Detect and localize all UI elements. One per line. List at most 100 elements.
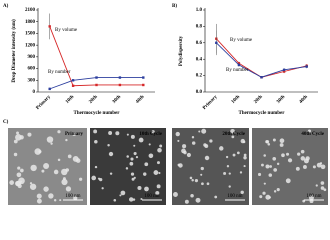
particle [29, 182, 33, 185]
marker [305, 65, 308, 68]
particle [267, 142, 271, 146]
particle [279, 143, 284, 147]
particle [320, 186, 325, 190]
x-tick-label: Primary [202, 94, 219, 111]
particle [17, 166, 21, 170]
particle [34, 148, 42, 155]
particle [300, 149, 305, 154]
marker [48, 87, 51, 91]
marker [48, 25, 51, 28]
particle [186, 152, 191, 158]
marker [118, 76, 122, 79]
particle [140, 198, 143, 201]
particle [93, 129, 98, 134]
particle [225, 155, 229, 159]
particle [260, 163, 264, 167]
y-tick-label: 0.4 [196, 57, 203, 62]
particle [262, 191, 266, 195]
particle [173, 192, 178, 197]
particle [65, 186, 72, 192]
micrograph [90, 128, 166, 205]
particle [59, 199, 62, 202]
particle [13, 152, 18, 157]
y-tick-label: 1.0 [196, 8, 203, 13]
particle [120, 190, 126, 196]
scale-label: 100 nm [306, 194, 321, 199]
y-axis-label: Polydispersity [179, 35, 184, 66]
x-tick-label: 10th [65, 95, 75, 105]
particle [153, 170, 159, 175]
particle [297, 152, 301, 156]
particle [79, 177, 83, 181]
particle [53, 169, 59, 175]
particle [263, 154, 266, 157]
particle [97, 177, 101, 180]
x-tick-label: Primary [36, 94, 53, 111]
particle [137, 185, 142, 191]
particle [209, 139, 213, 143]
particle [319, 162, 323, 165]
particle [130, 157, 134, 161]
particle [177, 139, 180, 142]
particle [190, 193, 194, 198]
y-tick-label: 2100 [25, 8, 36, 13]
particle [273, 168, 278, 172]
particle [200, 166, 204, 171]
x-tick-label: 20th [254, 95, 264, 105]
particle [126, 155, 129, 158]
y-axis-label: Drop Diameter intensity (nm) [12, 19, 17, 83]
particle [16, 131, 20, 135]
particle [65, 168, 70, 172]
particle [226, 165, 230, 168]
particle [243, 165, 246, 168]
particle [320, 181, 325, 185]
particle [43, 163, 50, 170]
particle [279, 138, 285, 144]
image-caption: 40th Cycle [301, 132, 324, 137]
particle [144, 162, 149, 167]
x-axis-label: Thermocycle number [74, 111, 121, 116]
particle [219, 146, 224, 151]
particle [265, 164, 270, 169]
marker [95, 83, 98, 87]
particle [138, 137, 144, 143]
particle [73, 196, 78, 201]
y-tick-label: 600 [28, 67, 36, 72]
particle [143, 172, 147, 176]
y-tick-label: 900 [28, 55, 36, 60]
x-tick-label: 10th [231, 95, 241, 105]
scale-label: 100 nm [144, 194, 159, 199]
y-tick-label: 0.2 [196, 74, 203, 79]
particle [281, 153, 285, 158]
x-axis-label: Thermocycle number [239, 111, 286, 116]
series-label: By volume [230, 38, 253, 43]
particle [308, 195, 314, 201]
marker [95, 76, 98, 79]
image-caption: 10th Cycle [139, 132, 162, 137]
particle [300, 156, 306, 161]
particle [129, 161, 134, 166]
particle [307, 129, 311, 133]
particle [119, 194, 122, 197]
particle [156, 184, 161, 189]
particle [198, 130, 201, 133]
particle [200, 173, 203, 176]
x-tick-label: 30th [276, 95, 286, 105]
particle [295, 166, 300, 171]
particle [204, 155, 210, 161]
particle [126, 133, 129, 136]
y-tick-label: 1200 [25, 43, 36, 48]
x-tick-label: 40th [299, 95, 309, 105]
scale-label: 100 nm [227, 194, 242, 199]
particle [16, 172, 22, 178]
y-tick-label: 1500 [25, 32, 36, 37]
particle [214, 195, 218, 199]
particle [189, 176, 193, 180]
particle [67, 154, 72, 159]
particle [75, 158, 81, 163]
panel-label: B) [172, 4, 177, 9]
particle [107, 143, 110, 147]
particle [191, 178, 194, 182]
y-tick-label: 0 [33, 90, 36, 95]
particle [130, 134, 135, 139]
